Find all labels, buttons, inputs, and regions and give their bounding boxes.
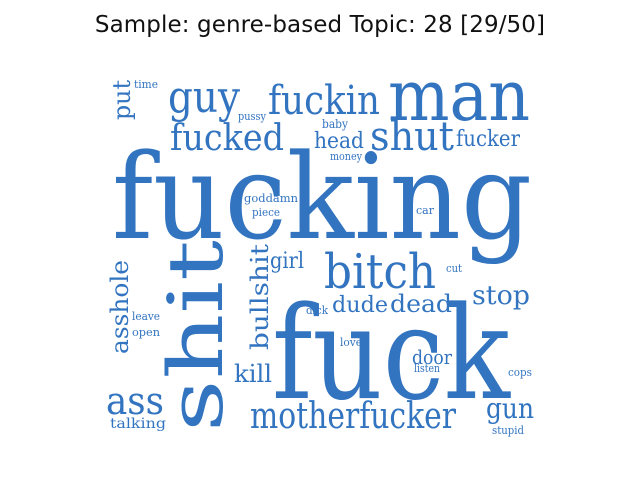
word-fuckin: fuckin	[268, 78, 380, 124]
word-put: put	[108, 80, 136, 120]
word-bullshit: bullshit	[246, 244, 274, 350]
word-guy: guy	[168, 72, 240, 123]
word-piece: piece	[252, 206, 280, 219]
word-listen: listen	[414, 362, 440, 375]
word-baby: baby	[322, 117, 348, 131]
word-fucked: fucked	[170, 118, 284, 159]
word-stop: stop	[472, 281, 530, 311]
figure-title: Sample: genre-based Topic: 28 [29/50]	[94, 12, 546, 38]
word-fucker: fucker	[456, 127, 520, 152]
word-gun: gun	[486, 392, 534, 425]
word-cops: cops	[508, 366, 532, 379]
word-man: man	[388, 55, 530, 137]
word-kill: kill	[234, 360, 272, 388]
word-door: door	[412, 345, 452, 369]
word-bitch: bitch	[324, 244, 436, 300]
word-fuck: fuck	[272, 280, 511, 429]
word-dead: dead	[390, 290, 452, 318]
word-talking: talking	[110, 416, 166, 432]
word-open: open	[132, 326, 160, 339]
word-girl: girl	[270, 249, 304, 274]
word-money: money	[330, 150, 363, 163]
word-dick: dick	[306, 304, 328, 317]
word-shit: shit	[151, 240, 240, 432]
word-head: head	[314, 129, 364, 154]
word-car: car	[416, 204, 435, 217]
word-cut: cut	[446, 262, 463, 275]
word-love: love	[340, 336, 362, 349]
word-leave: leave	[132, 310, 160, 323]
word-stupid: stupid	[492, 424, 524, 437]
word-fucking: fucking	[112, 128, 532, 266]
word-pussy: pussy	[238, 110, 267, 123]
word-time: time	[134, 78, 158, 91]
word-asshole: asshole	[106, 260, 134, 354]
word-ass: ass	[106, 379, 164, 423]
word-dude: dude	[332, 293, 388, 318]
word-motherfucker: motherfucker	[250, 396, 457, 437]
word-shut: shut	[370, 114, 454, 160]
word-goddamn: goddamn	[244, 192, 298, 205]
